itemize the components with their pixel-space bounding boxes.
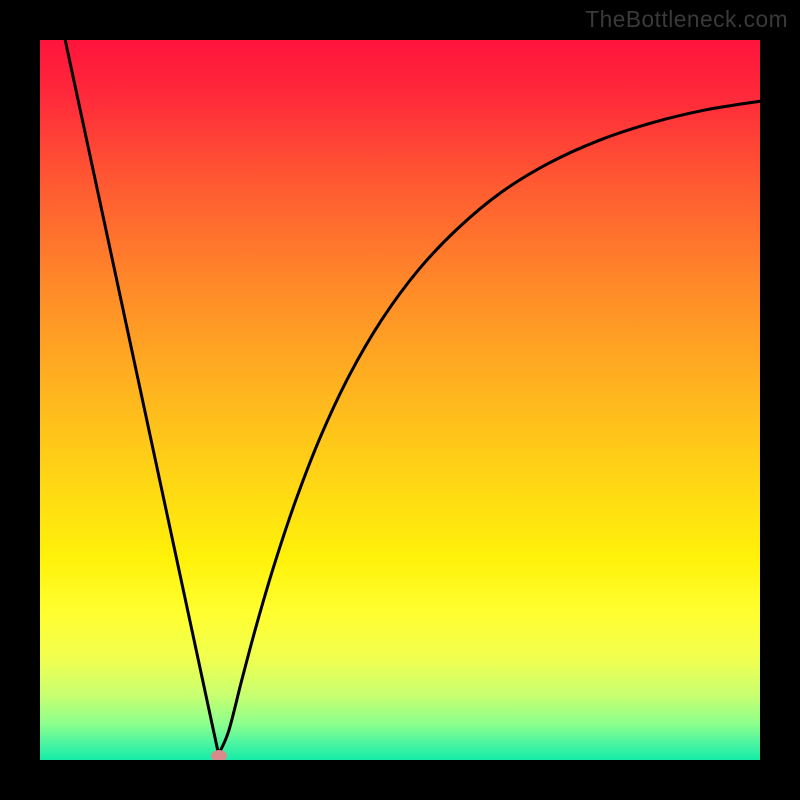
optimum-marker: [211, 750, 227, 760]
watermark-text: TheBottleneck.com: [585, 6, 788, 33]
plot-area: [40, 40, 760, 760]
bottleneck-curve: [40, 40, 760, 760]
curve-path: [65, 40, 760, 754]
